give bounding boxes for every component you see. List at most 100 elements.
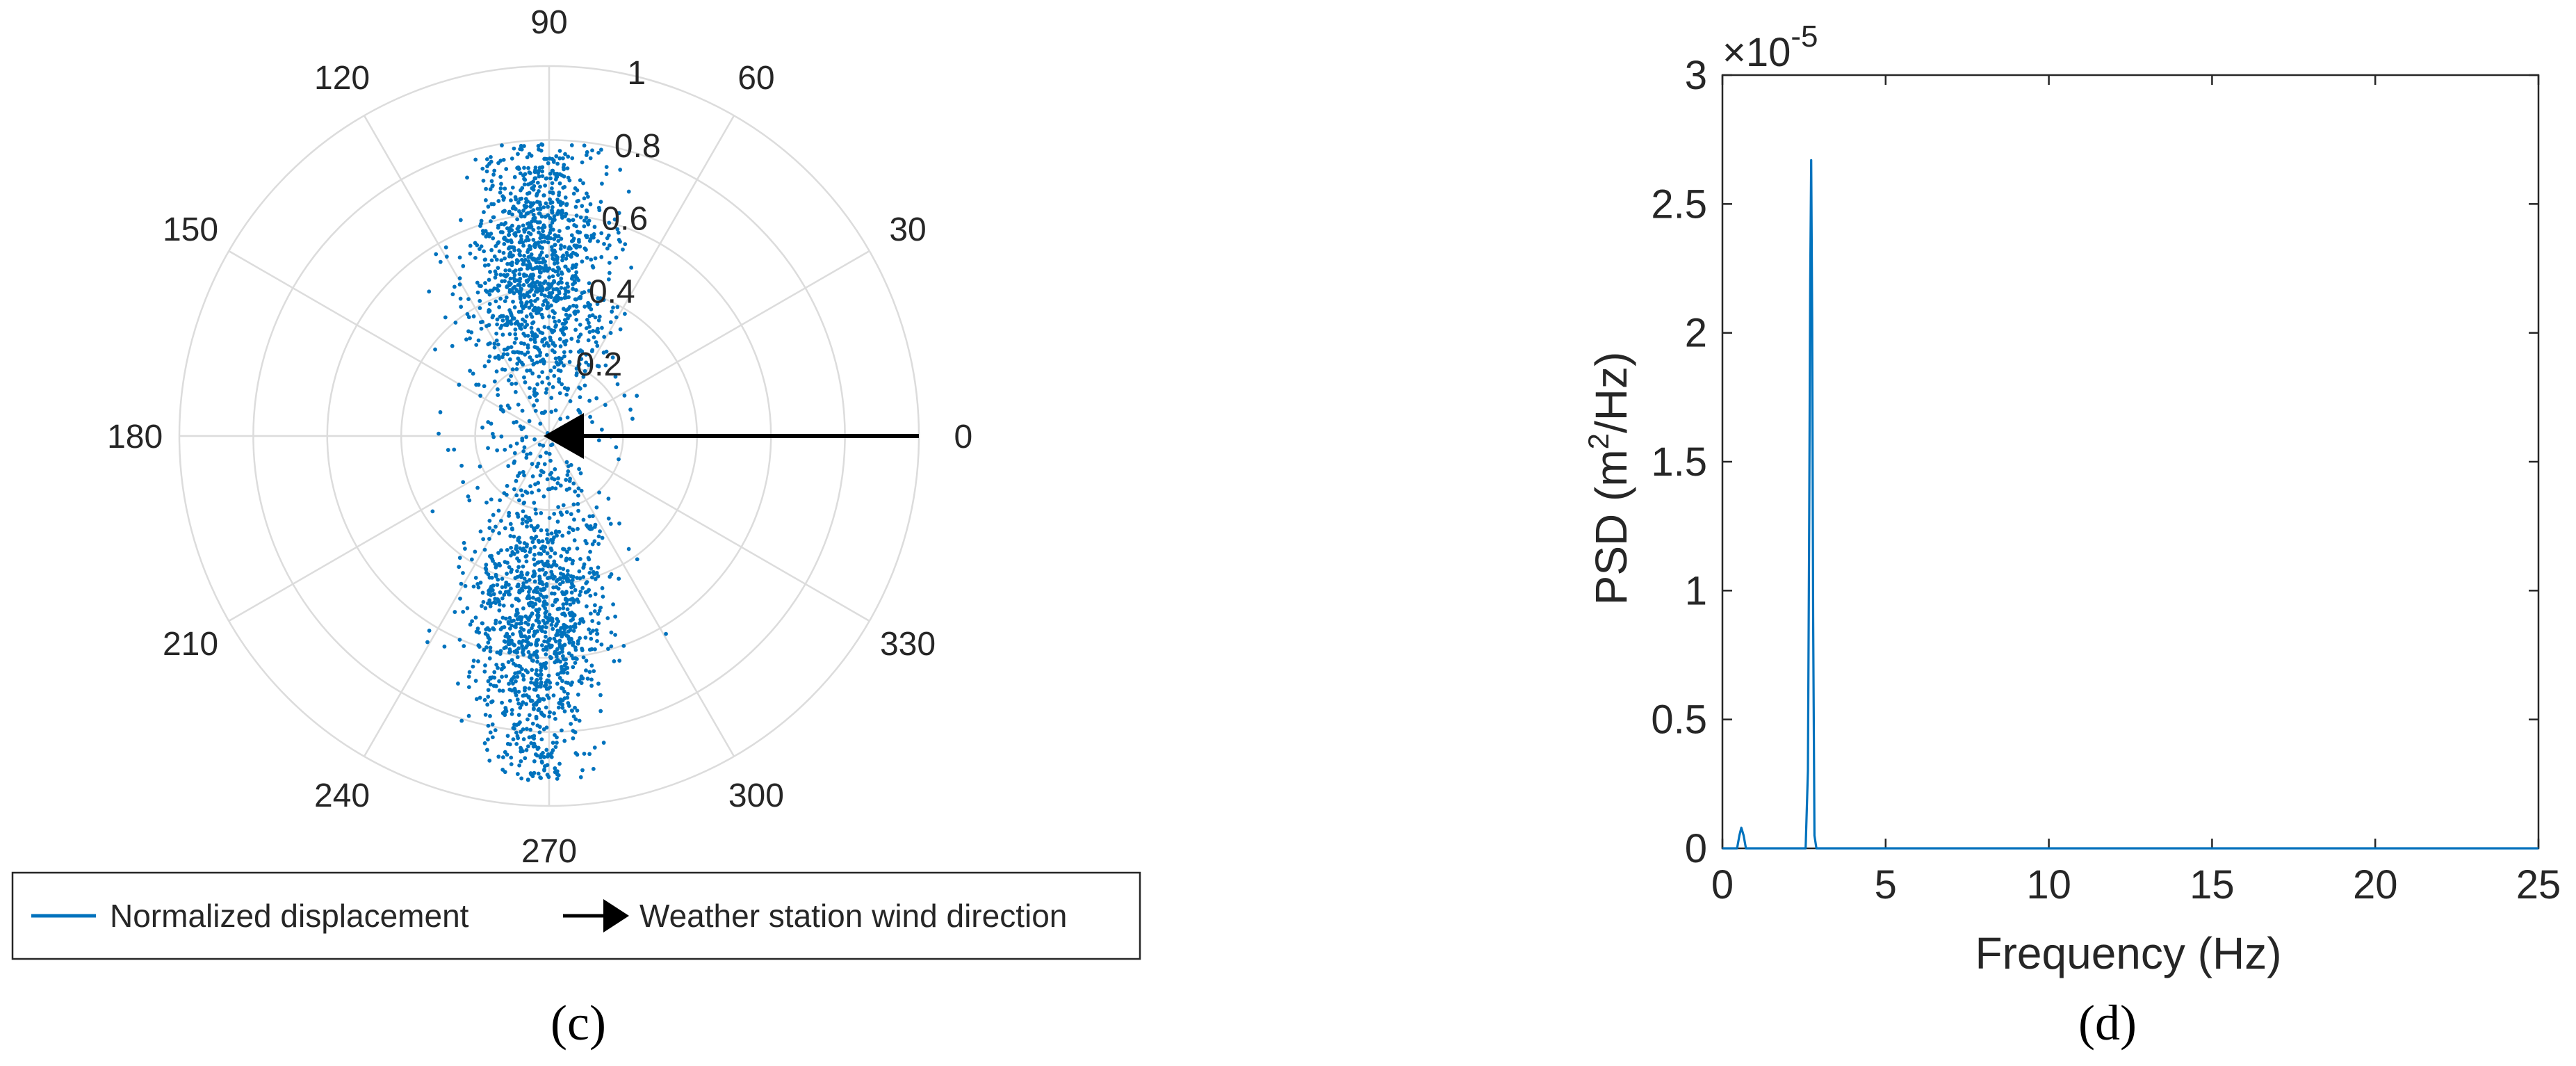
scatter-point (514, 478, 519, 483)
scatter-point (617, 211, 621, 216)
scatter-point (490, 315, 495, 320)
scatter-point (468, 243, 473, 248)
scatter-point (516, 402, 521, 407)
scatter-point (466, 315, 471, 319)
scatter-point (547, 275, 552, 280)
scatter-point (534, 511, 538, 516)
scatter-point (478, 306, 482, 310)
scatter-point (486, 263, 491, 267)
scatter-point (522, 473, 526, 478)
scatter-point (557, 638, 562, 643)
scatter-point (505, 572, 509, 576)
scatter-point (540, 380, 545, 385)
scatter-point (580, 617, 585, 622)
scatter-point (509, 321, 514, 326)
scatter-point (482, 384, 487, 389)
scatter-point (543, 664, 548, 669)
scatter-point (529, 680, 533, 685)
y-axis-label: PSD (m2/Hz) (1582, 352, 1636, 606)
scatter-point (581, 655, 586, 660)
scatter-point (588, 593, 593, 598)
scatter-point (527, 305, 532, 310)
scatter-point (498, 590, 503, 595)
scatter-point (510, 212, 514, 217)
scatter-point (496, 161, 500, 165)
scatter-point (590, 420, 594, 424)
scatter-point (548, 487, 553, 492)
y-tick-label: 2 (1685, 311, 1707, 356)
scatter-point (512, 618, 516, 623)
scatter-point (566, 289, 571, 294)
scatter-point (615, 305, 620, 309)
scatter-point (565, 695, 570, 700)
scatter-point (602, 334, 607, 339)
scatter-point (567, 525, 572, 530)
y-tick-label: 3 (1685, 53, 1707, 98)
scatter-point (530, 601, 535, 605)
scatter-point (565, 670, 570, 675)
scatter-point (591, 766, 596, 771)
scatter-point (558, 369, 563, 373)
scatter-point (502, 639, 507, 644)
scatter-point (596, 364, 601, 369)
scatter-point (490, 722, 495, 727)
scatter-point (511, 286, 516, 291)
scatter-point (538, 676, 543, 681)
scatter-point (596, 239, 601, 243)
scatter-point (475, 290, 480, 295)
scatter-point (596, 611, 601, 616)
scatter-point (494, 257, 499, 262)
scatter-point (564, 202, 569, 207)
scatter-point (530, 330, 535, 334)
scatter-point (496, 577, 500, 582)
scatter-point (593, 647, 597, 652)
scatter-point (463, 547, 467, 551)
scatter-point (528, 518, 533, 523)
wind-direction-arrow (544, 413, 919, 459)
scatter-point (514, 607, 519, 612)
scatter-point (547, 613, 552, 617)
scatter-point (553, 350, 557, 355)
scatter-point (515, 772, 520, 776)
scatter-point (539, 292, 544, 297)
scatter-point (543, 410, 548, 414)
scatter-point (513, 327, 518, 332)
scatter-point (466, 685, 471, 690)
scatter-point (510, 658, 514, 663)
scatter-point (503, 268, 508, 273)
scatter-point (520, 186, 525, 191)
scatter-point (520, 667, 524, 671)
polar-grid-spoke (228, 250, 550, 437)
scatter-point (486, 679, 491, 684)
scatter-point (465, 175, 469, 180)
scatter-point (512, 232, 516, 236)
scatter-point (572, 279, 577, 284)
scatter-point (505, 403, 510, 408)
scatter-point (482, 210, 486, 214)
scatter-point (464, 337, 468, 342)
scatter-point (618, 168, 623, 172)
scatter-point (485, 748, 489, 752)
scatter-point (500, 143, 504, 147)
scatter-point (539, 410, 544, 415)
scatter-point (510, 632, 515, 636)
scatter-point (536, 745, 541, 750)
scatter-point (525, 572, 530, 576)
scatter-point (521, 317, 525, 322)
scatter-point (480, 319, 484, 324)
scatter-point (517, 249, 522, 254)
scatter-point (536, 538, 541, 543)
scatter-point (536, 256, 541, 261)
scatter-point (530, 699, 535, 703)
scatter-point (487, 526, 492, 531)
scatter-point (474, 343, 479, 347)
scatter-point (557, 566, 562, 570)
scatter-point (519, 621, 524, 626)
scatter-point (544, 748, 549, 752)
scatter-point (566, 154, 571, 159)
scatter-point (486, 204, 491, 209)
scatter-point (585, 234, 589, 239)
scatter-point (521, 693, 525, 698)
scatter-point (578, 592, 582, 597)
scatter-point (556, 705, 561, 710)
